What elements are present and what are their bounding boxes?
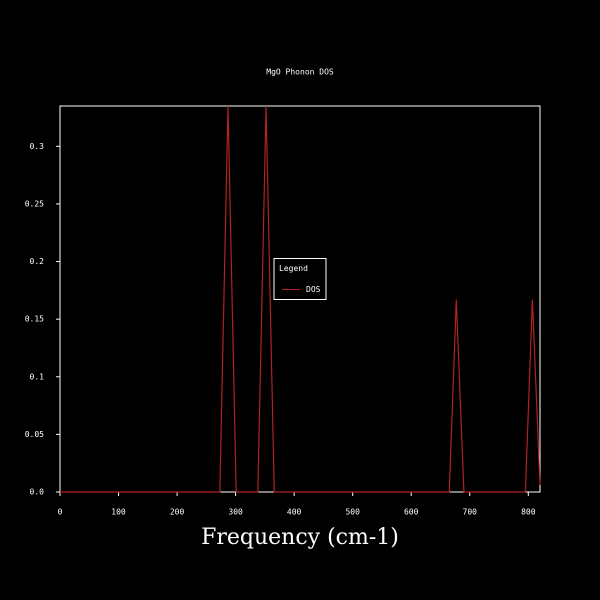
x-tick-label: 400 xyxy=(287,508,302,517)
x-tick-label: 600 xyxy=(404,508,419,517)
x-tick-label: 100 xyxy=(111,508,126,517)
y-tick-label: 0.3 xyxy=(30,142,45,151)
x-tick-label: 700 xyxy=(463,508,478,517)
x-tick-label: 200 xyxy=(170,508,185,517)
legend-label: DOS xyxy=(306,285,321,294)
y-tick-label: 0.1 xyxy=(30,372,45,381)
y-tick-label: 0.0 xyxy=(30,488,45,497)
x-tick-label: 300 xyxy=(228,508,243,517)
y-tick-label: 0.2 xyxy=(30,257,45,266)
line-series xyxy=(60,105,541,493)
x-tick-label: 800 xyxy=(521,508,536,517)
y-tick-label: 0.25 xyxy=(25,199,44,208)
y-tick-label: 0.15 xyxy=(25,315,44,324)
legend-title: Legend xyxy=(279,264,308,273)
legend-box xyxy=(273,258,327,300)
y-tick-label: 0.05 xyxy=(25,430,44,439)
x-tick-label: 500 xyxy=(345,508,360,517)
chart-title: MgO Phonon DOS xyxy=(266,68,334,77)
x-tick-label: 0 xyxy=(58,508,63,517)
x-axis-label: Frequency (cm-1) xyxy=(201,525,399,550)
